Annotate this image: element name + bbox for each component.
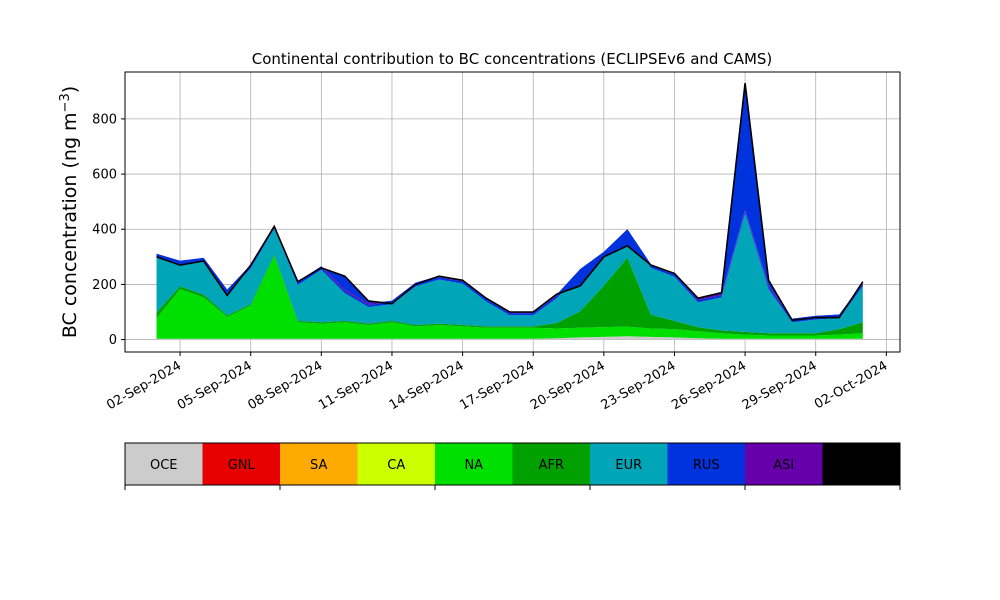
x-tick-label: 08-Sep-2024	[246, 358, 326, 413]
legend-swatch-rus	[667, 443, 745, 485]
legend-label-gnl: GNL	[228, 458, 256, 473]
total-line	[156, 82, 864, 322]
gridlines	[125, 72, 900, 352]
legend-colorbar: OCE GNL SA CA NA AFR EUR RUS ASI AUS	[124, 442, 901, 490]
legend-frame	[124, 442, 901, 486]
plot-border	[124, 71, 901, 353]
legend-swatch-afr	[512, 443, 590, 485]
legend-label-oce: OCE	[150, 458, 178, 473]
y-axis-label-sup: −3	[58, 93, 73, 112]
legend-swatch-sa	[280, 443, 358, 485]
x-tick-label: 17-Sep-2024	[457, 358, 537, 413]
area-na	[156, 256, 863, 339]
plot-area	[124, 71, 901, 353]
legend-label-asi: ASI	[773, 458, 794, 473]
y-axis: 0 200 400 600 800	[92, 112, 125, 348]
legend-swatch-na	[435, 443, 513, 485]
legend-swatch-oce	[125, 443, 203, 485]
legend-label-sa: SA	[310, 458, 327, 473]
y-tick-label: 400	[92, 223, 117, 238]
x-tick-label: 26-Sep-2024	[669, 358, 749, 413]
y-tick-label: 200	[92, 278, 117, 293]
legend-swatch-eur	[590, 443, 668, 485]
legend-label-ca: CA	[387, 458, 405, 473]
x-tick-label: 11-Sep-2024	[316, 358, 396, 413]
stacked-areas	[156, 83, 863, 340]
chart-title: Continental contribution to BC concentra…	[252, 50, 773, 68]
legend-swatch-ca	[357, 443, 435, 485]
y-axis-label-main: BC concentration (ng m	[59, 112, 81, 338]
x-tick-label: 23-Sep-2024	[599, 358, 679, 413]
legend-label-na: NA	[464, 458, 483, 473]
y-tick-label: 800	[92, 112, 117, 127]
legend-label-aus: AUS	[848, 458, 875, 473]
legend-label-afr: AFR	[539, 458, 564, 473]
x-tick-label: 20-Sep-2024	[528, 358, 608, 413]
legend-label-eur: EUR	[615, 458, 642, 473]
x-tick-label: 14-Sep-2024	[387, 358, 467, 413]
y-tick-label: 600	[92, 168, 117, 183]
legend-swatch-gnl	[202, 443, 280, 485]
legend-swatch-aus	[822, 443, 900, 485]
y-axis-label: BC concentration (ng m−3)	[58, 86, 82, 338]
area-eur	[156, 213, 863, 334]
legend-swatch-asi	[745, 443, 823, 485]
x-tick-label: 29-Sep-2024	[740, 358, 820, 413]
y-axis-label-close: )	[59, 86, 81, 93]
x-axis: 02-Sep-202405-Sep-202408-Sep-202411-Sep-…	[104, 352, 890, 413]
x-tick-label: 05-Sep-2024	[175, 358, 255, 413]
x-tick-label: 02-Sep-2024	[104, 358, 184, 413]
x-tick-label: 02-Oct-2024	[812, 358, 890, 412]
y-tick-label: 0	[109, 333, 117, 348]
legend-label-rus: RUS	[693, 458, 720, 473]
